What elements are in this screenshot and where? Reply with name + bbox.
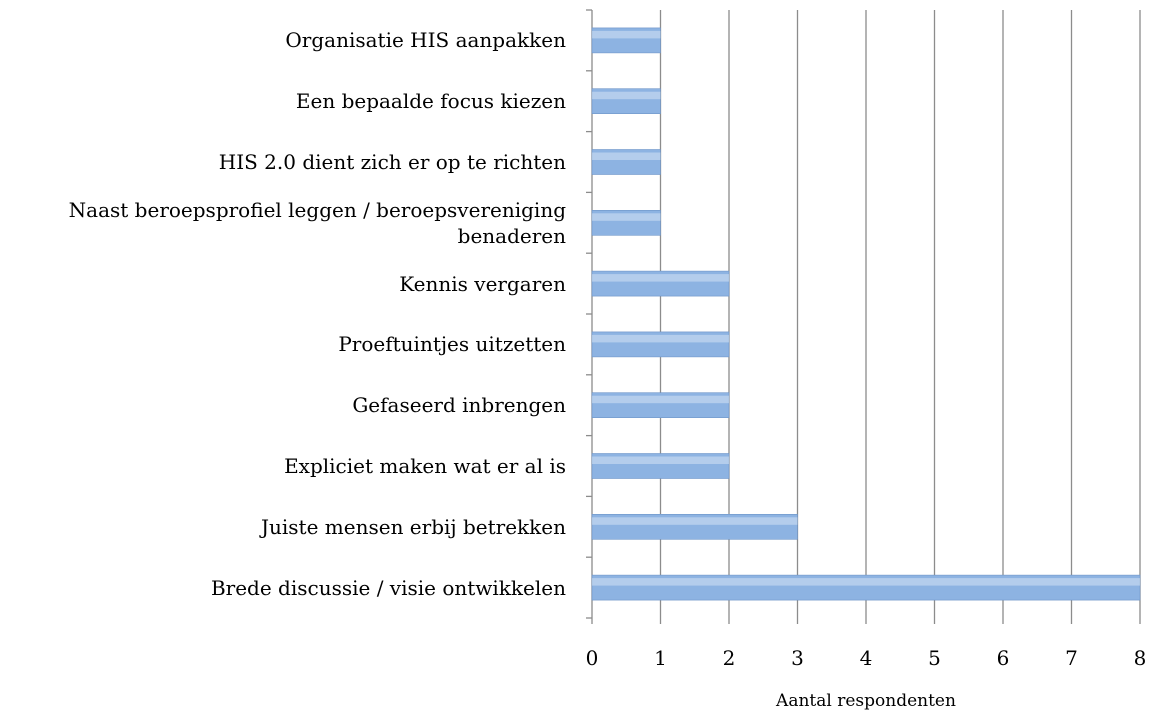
y-tick-label: Naast beroepsprofiel leggen / beroepsver… (68, 197, 566, 248)
bar-highlight (592, 274, 729, 282)
x-tick-label: 0 (586, 646, 599, 670)
x-tick-label: 7 (1065, 646, 1078, 670)
x-axis-title: Aantal respondenten (775, 691, 956, 711)
bar-highlight (592, 517, 798, 525)
x-tick-label: 5 (928, 646, 941, 670)
y-tick-label: Een bepaalde focus kiezen (295, 89, 566, 114)
bar (591, 270, 730, 297)
y-tick-label: Organisatie HIS aanpakken (285, 28, 566, 53)
bar-highlight (592, 456, 729, 464)
bar-highlight (592, 91, 661, 100)
y-tick-label: Kennis vergaren (399, 271, 566, 296)
x-tick-label: 4 (860, 646, 873, 670)
bar-highlight (592, 213, 661, 221)
y-tick-label: Expliciet maken wat er al is (284, 454, 566, 478)
bar (591, 453, 730, 479)
bar-highlight (592, 578, 1140, 586)
x-tick-label: 3 (791, 646, 804, 670)
y-tick-label: Proeftuintjes uitzetten (338, 332, 566, 357)
bar (591, 210, 661, 236)
y-tick-label: Brede discussie / visie ontwikkelen (210, 575, 566, 600)
bar (591, 88, 661, 114)
x-tick-label: 2 (723, 646, 736, 670)
bar-highlight (592, 152, 661, 160)
bar (591, 574, 1141, 601)
bar (591, 331, 730, 358)
y-tick-label: HIS 2.0 dient zich er op te richten (218, 150, 566, 174)
bar (591, 27, 661, 54)
x-tick-label: 8 (1134, 646, 1147, 670)
bar (591, 513, 798, 540)
bar-highlight (592, 30, 661, 39)
bar-highlight (592, 334, 729, 343)
x-tick-label: 1 (654, 646, 667, 670)
y-tick-label: Juiste mensen erbij betrekken (261, 514, 566, 539)
y-tick-label: Gefaseerd inbrengen (352, 393, 566, 418)
bar (591, 149, 661, 175)
bar-highlight (592, 395, 729, 404)
x-tick-label: 6 (997, 646, 1010, 670)
bar (591, 392, 730, 419)
